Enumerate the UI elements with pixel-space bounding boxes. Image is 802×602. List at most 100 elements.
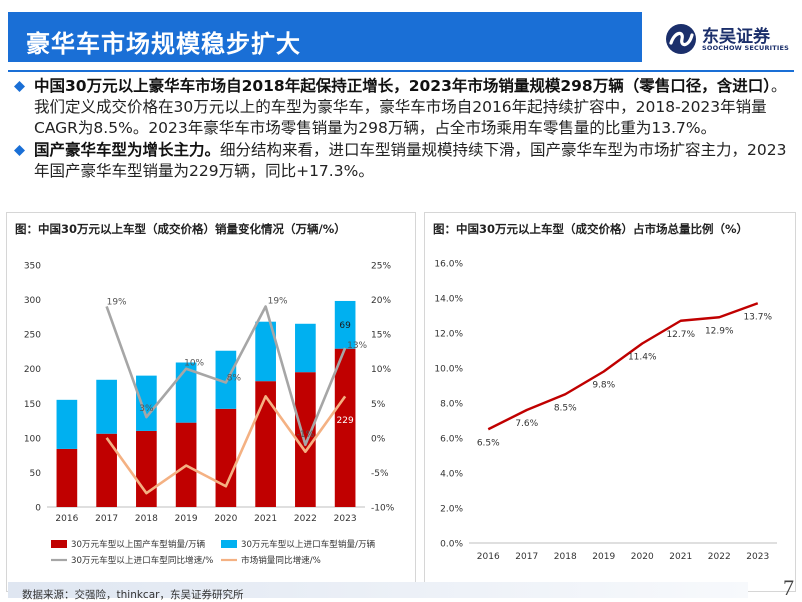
sales-chart: 0 50 100 150 200 250 300 350 -10% -5% 0% 5% 10% 15% 20… [24, 262, 395, 567]
x-tick-label: 2016 [477, 552, 500, 562]
data-label: 11.4% [628, 353, 657, 363]
bar-domestic [255, 381, 276, 507]
legend-label: 市场销量同比增速/% [241, 554, 321, 566]
y-left-tick-label: 0 [35, 504, 41, 514]
y-tick-label: 2.0% [440, 505, 463, 515]
y-right-tick-label: 5% [371, 400, 386, 410]
x-tick-label: 2017 [95, 514, 118, 524]
sales-chart-title: 图：中国30万元以上车型（成交价格）销量变化情况（万辆/%） [15, 222, 346, 236]
bar-import [96, 379, 117, 434]
x-tick-label: 2020 [631, 552, 654, 562]
y-left-tick-label: 50 [30, 469, 42, 479]
data-label: 13.7% [743, 312, 772, 322]
x-tick-label: 2022 [294, 514, 317, 524]
x-tick-label: 2017 [515, 552, 538, 562]
slide-footer: 数据来源：交强险，thinkcar，东吴证券研究所 7 [0, 575, 802, 602]
data-label: 12.7% [666, 330, 695, 340]
y-right-tick-label: 25% [371, 262, 391, 272]
bar-import [255, 321, 276, 382]
y-left-tick-label: 250 [24, 331, 41, 341]
data-label: 13% [347, 341, 367, 351]
y-right-tick-label: 10% [371, 365, 391, 375]
y-tick-label: 12.0% [434, 330, 463, 340]
bar-domestic [136, 430, 157, 507]
data-label: 19% [268, 296, 288, 306]
y-left-tick-label: 200 [24, 365, 41, 375]
legend-label: 30万元车型以上进口车型同比增速/% [71, 554, 213, 566]
y-right-tick-label: 20% [371, 296, 391, 306]
y-right-tick-label: 15% [371, 331, 391, 341]
y-right-tick-label: -10% [371, 504, 395, 514]
share-chart-panel: 图：中国30万元以上车型（成交价格）占市场总量比例（%） 0.0% 2.0% 4.0… [424, 212, 796, 592]
share-chart-title: 图：中国30万元以上车型（成交价格）占市场总量比例（%） [433, 222, 749, 236]
bar-import [56, 399, 78, 449]
y-tick-label: 8.0% [440, 400, 463, 410]
slide-header: 豪华车市场规模稳步扩大 东吴证券 SOOCHOW SECURITIES [0, 0, 802, 72]
share-line [487, 302, 759, 431]
x-tick-label: 2020 [214, 514, 237, 524]
share-chart: 0.0% 2.0% 4.0% 6.0% 8.0% 10.0% 12.0% 14.0% 16.0%… [434, 260, 777, 562]
bullet-1: 中国30万元以上豪华车市场自2018年起保持正增长，2023年市场销量规模298… [12, 76, 792, 139]
bar-import [295, 323, 316, 373]
x-tick-label: 2022 [708, 552, 731, 562]
x-tick-label: 2021 [254, 514, 277, 524]
bullet-1-text: 。我们定义成交价格在30万元以上的车型为豪华车，豪华车市场自2016年起持续扩容… [34, 77, 787, 137]
legend-swatch [51, 540, 67, 548]
legend-swatch [221, 540, 237, 548]
line-market-yoy [105, 395, 347, 495]
data-label: 9.8% [592, 381, 615, 391]
legend-label: 30万元车型以上国产车型销量/万辆 [71, 538, 206, 550]
slide-title: 豪华车市场规模稳步扩大 [26, 30, 301, 58]
bar-domestic [295, 372, 316, 507]
soochow-logo-icon [666, 24, 696, 54]
summary-bullets: 中国30万元以上豪华车市场自2018年起保持正增长，2023年市场销量规模298… [12, 76, 792, 182]
logo-text-en: SOOCHOW SECURITIES [702, 44, 790, 52]
x-tick-label: 2018 [554, 552, 577, 562]
data-label: 7.6% [515, 419, 538, 429]
x-tick-label: 2019 [592, 552, 615, 562]
bar-domestic [56, 448, 78, 507]
bullet-1-strong: 中国30万元以上豪华车市场自2018年起保持正增长，2023年市场销量规模298… [34, 77, 771, 95]
bar-import [175, 362, 197, 423]
bullet-2-strong: 国产豪华车型为增长主力。 [34, 141, 221, 159]
title-bar: 豪华车市场规模稳步扩大 [8, 12, 642, 62]
y-right-tick-label: 0% [371, 434, 386, 444]
company-logo: 东吴证券 SOOCHOW SECURITIES [664, 20, 794, 60]
y-tick-label: 16.0% [434, 260, 463, 270]
bar-domestic [96, 433, 117, 507]
data-label: 3% [139, 404, 154, 414]
data-label: 10% [184, 359, 204, 369]
bar-import [136, 375, 157, 431]
data-label: 6.5% [477, 438, 500, 448]
x-tick-label: 2018 [135, 514, 158, 524]
line-import-yoy [105, 305, 347, 447]
diamond-bullet-icon [14, 145, 25, 156]
y-right-tick-label: -5% [371, 469, 389, 479]
x-tick-label: 2023 [334, 514, 357, 524]
y-tick-label: 6.0% [440, 435, 463, 445]
x-tick-label: 2021 [669, 552, 692, 562]
sales-chart-panel: 图：中国30万元以上车型（成交价格）销量变化情况（万辆/%） 0 50 100 150… [6, 212, 416, 592]
x-tick-label: 2019 [175, 514, 198, 524]
data-label: 69 [339, 321, 351, 331]
data-label: 19% [107, 297, 127, 307]
x-tick-label: 2016 [55, 514, 78, 524]
bar-domestic [334, 348, 356, 507]
y-tick-label: 10.0% [434, 365, 463, 375]
data-label: 8% [227, 374, 242, 384]
data-source: 数据来源：交强险，thinkcar，东吴证券研究所 [22, 589, 244, 601]
y-left-tick-label: 300 [24, 296, 41, 306]
bar-import [334, 300, 356, 349]
y-left-tick-label: 350 [24, 262, 41, 272]
diamond-bullet-icon [14, 81, 25, 92]
legend-label: 30万元车型以上进口车型销量/万辆 [241, 538, 376, 550]
page-number: 7 [783, 575, 794, 600]
data-label: -1% [297, 430, 315, 440]
data-label: 12.9% [705, 326, 734, 336]
data-label: 229 [337, 416, 354, 426]
logo-text-cn: 东吴证券 [702, 27, 770, 47]
data-label: 8.5% [554, 403, 577, 413]
y-left-tick-label: 100 [24, 434, 41, 444]
y-tick-label: 4.0% [440, 470, 463, 480]
footer-bar: 数据来源：交强险，thinkcar，东吴证券研究所 [8, 582, 748, 601]
